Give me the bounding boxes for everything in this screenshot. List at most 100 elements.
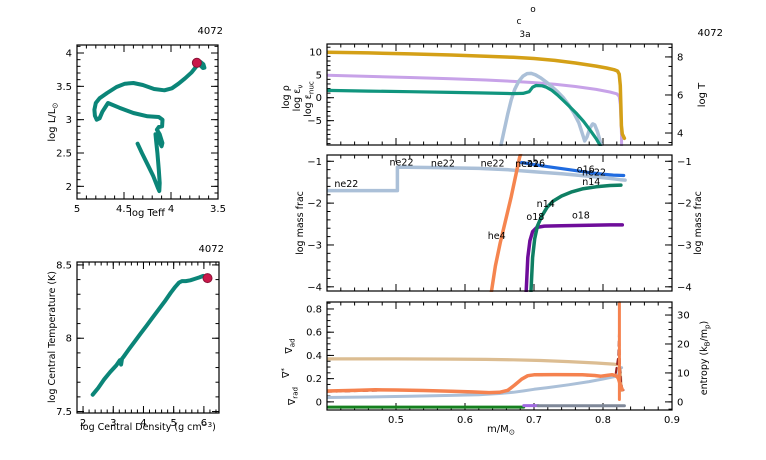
profile-abundances-ytick-right: −3 — [677, 240, 692, 251]
hr-diagram-xtick: 3.5 — [210, 204, 226, 215]
ne22-line — [326, 165, 627, 193]
profile-gradients-xtick: 0.9 — [664, 415, 680, 426]
profile-gradients-frame — [326, 301, 673, 411]
profile-thermo-ytick-right: 8 — [677, 52, 683, 63]
central-trho-xtick: 4 — [140, 418, 146, 429]
profile-gradients-xtick: 0.6 — [457, 415, 473, 426]
isotope-label-n14: n14 — [537, 199, 555, 210]
profile-gradients-xtick: 0.7 — [526, 415, 542, 426]
abund-y-axis-label-right: log mass frac — [693, 191, 704, 255]
hr-diagram-frame — [76, 44, 219, 200]
profile-abundances-ytick: −1 — [307, 157, 322, 168]
profile-gradients-ytick: 0.2 — [306, 374, 322, 385]
log-T-axis-label: log T — [697, 82, 708, 107]
log-rho-line — [326, 73, 624, 146]
profile-thermo-ytick: 10 — [309, 47, 322, 58]
isotope-label-ne22: ne22 — [582, 168, 606, 179]
profile-thermo-ytick-right: 6 — [677, 90, 683, 101]
profile-abundances-ytick: −2 — [307, 199, 322, 210]
profile-thermo-ytick: −5 — [307, 116, 322, 127]
hr-track-line — [92, 59, 207, 193]
trho-x-axis-label: log Central Density (g cm−3) — [80, 420, 216, 433]
profile-gradients-ytick: 0.8 — [306, 304, 322, 315]
isotope-label-he4: he4 — [488, 231, 506, 242]
o18-line — [524, 223, 625, 292]
isotope-label-ne22: ne22 — [515, 159, 539, 170]
profile-thermo-ytick: 5 — [316, 70, 322, 81]
central-trho-xtick: 2 — [80, 418, 86, 429]
central-trho-frame — [76, 261, 220, 414]
trho-track-line — [90, 273, 211, 397]
profile-thermo-ytick-right: 4 — [677, 129, 683, 140]
hr-x-axis-label: log Teff — [129, 208, 166, 219]
isotope-label-ne22: ne22 — [481, 158, 505, 169]
profile-gradients-ytick-right: 0 — [677, 397, 683, 408]
trho-y-axis-label: log Central Temperature (K) — [47, 271, 58, 403]
log-eps-nu-axis-label: log εν — [292, 85, 305, 112]
entropy-axis-label: entropy (kB/mp) — [699, 321, 712, 396]
profile-gradients-ytick-right: 30 — [677, 311, 690, 322]
hr-diagram-xtick: 4 — [168, 204, 174, 215]
profile-abundances-ytick: −3 — [307, 240, 322, 251]
isotope-label-n14: n14 — [582, 177, 600, 188]
profile-gradients-ytick: 0.4 — [306, 351, 322, 362]
profile-abundances: −1 −2 −3 −4 −1 −2 −3 −4 ne22 ne22 ne22 ne22 ne22 ne22… — [295, 154, 704, 293]
hr-diagram-ytick: 3.5 — [56, 82, 72, 93]
central-trho-ytick: 8 — [66, 334, 72, 345]
profile-gradients-xtick: 0.5 — [388, 415, 404, 426]
profile-gradients-ytick: 0 — [316, 397, 322, 408]
hr-diagram-xtick: 4.5 — [116, 204, 132, 215]
hr-y-axis-label: log L/L⊙ — [47, 102, 60, 141]
hr-diagram-ytick: 2.5 — [56, 149, 72, 160]
burning-label-c: c — [517, 17, 522, 27]
abund-y-axis-label-left: log mass frac — [295, 191, 306, 255]
log-eps-nuc-axis-label: log εnuc — [303, 81, 316, 117]
isotope-label-ne22: ne22 — [431, 158, 455, 169]
isotope-label-o18: o18 — [526, 212, 544, 223]
grada-axis-label: ∇ad — [284, 338, 297, 354]
profile-thermo-frame — [326, 43, 673, 146]
hr-diagram-ytick: 3 — [66, 115, 72, 126]
profile-gradients-ytick-right: 20 — [677, 339, 690, 350]
profile-thermo-ytick: 0 — [316, 93, 322, 104]
burning-label-o: o — [530, 5, 536, 15]
gradr-axis-label: ∇rad — [287, 387, 300, 406]
burning-label-3a: 3a — [519, 30, 530, 40]
profile-abundances-frame — [326, 154, 673, 292]
current-model-marker — [191, 57, 202, 68]
hr-diagram-ytick: 4 — [66, 49, 72, 60]
profile-gradients: 0.5 0.6 0.7 0.8 0.9 0 0.2 0.4 0.6 0.8 0 10 20 30 ∇ad ∇*… — [279, 301, 712, 437]
isotope-label-o18: o18 — [572, 210, 590, 221]
profile-model-number: 4072 — [698, 28, 723, 39]
isotope-label-o16: o16 — [527, 158, 545, 169]
hr-model-number: 4072 — [198, 26, 223, 37]
profile-abundances-ytick-right: −4 — [677, 282, 692, 293]
profile-gradients-ytick: 0.6 — [306, 328, 322, 339]
gradstar-axis-label: ∇* — [279, 368, 292, 379]
mass-x-axis-label: m/M⊙ — [487, 424, 515, 437]
central-trho-xtick: 5 — [170, 418, 176, 429]
isotope-label-ne22: ne22 — [334, 179, 358, 190]
trho-model-number: 4072 — [199, 244, 224, 255]
isotope-label-ne22: ne22 — [390, 158, 414, 169]
profile-abundances-ytick-right: −2 — [677, 199, 692, 210]
log-eps-nuc-line — [499, 71, 604, 146]
o16-line — [520, 160, 626, 178]
central-trho-xtick: 3 — [110, 418, 116, 429]
profile-abundances-ytick-right: −1 — [677, 157, 692, 168]
he4-line — [489, 154, 523, 292]
profile-gradients-xtick: 0.8 — [595, 415, 611, 426]
profile-gradients-ytick-right: 10 — [677, 368, 690, 379]
hr-diagram-xtick: 5 — [74, 204, 80, 215]
gradr-line — [326, 372, 625, 395]
log-T-line — [326, 50, 627, 141]
log-eps-nu-line — [326, 83, 602, 146]
hr-diagram: 5 4.5 4 3.5 2 2.5 3 3.5 4 log L/L⊙ log Teff 4072 — [47, 26, 226, 219]
n14-line — [529, 183, 623, 292]
central-trho-xtick: 6 — [201, 418, 207, 429]
profile-abundances-ytick: −4 — [307, 282, 322, 293]
